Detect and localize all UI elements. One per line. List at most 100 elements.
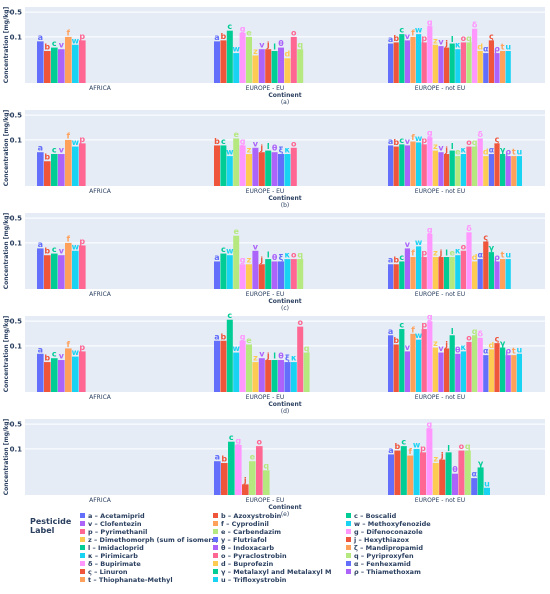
bar	[246, 344, 252, 392]
bar-label: f	[67, 340, 71, 349]
legend-swatch	[80, 561, 85, 566]
bar	[233, 235, 240, 289]
bar	[484, 487, 490, 495]
legend-entry: p – Pyrimethanil	[88, 528, 147, 536]
x-tick-label: EUROPE - EU	[246, 394, 285, 401]
bar-label: l	[445, 249, 448, 258]
legend-title: Pesticide	[30, 517, 72, 526]
bar	[488, 40, 494, 83]
y-tick-label: 0.5	[10, 9, 23, 17]
bar	[404, 40, 410, 83]
bar-label: w	[226, 148, 234, 157]
bar	[214, 41, 220, 83]
bar	[271, 51, 278, 83]
bar-label: γ	[500, 146, 506, 155]
bar	[72, 146, 79, 186]
bar-label: q	[304, 344, 310, 353]
bar	[466, 232, 472, 289]
bar-label: b	[221, 332, 227, 341]
bar-label: q	[472, 327, 478, 336]
panel-label: (c)	[281, 305, 289, 312]
bar	[413, 448, 420, 495]
bar-label: a	[214, 33, 219, 42]
bar	[407, 455, 414, 495]
bar-label: o	[297, 318, 303, 327]
bar	[432, 463, 439, 495]
bar	[79, 245, 86, 289]
bar-label: w	[226, 247, 234, 256]
bar	[460, 42, 466, 83]
bar-label: o	[461, 34, 467, 43]
bar	[220, 340, 227, 392]
bar-label: a	[38, 33, 43, 42]
legend-swatch	[346, 513, 351, 518]
x-axis-title: Continent	[268, 401, 301, 408]
bar-label: j	[440, 451, 444, 460]
x-axis-title: Continent	[268, 298, 301, 305]
bar-label: α	[489, 146, 495, 155]
bar	[477, 259, 483, 289]
bar-label: v	[259, 41, 265, 50]
bar-label: u	[505, 43, 511, 52]
bar-label: p	[421, 136, 427, 145]
bar-label: ς	[489, 32, 494, 41]
bar	[271, 360, 278, 392]
bar-label: b	[214, 137, 220, 146]
legend-swatch	[213, 537, 218, 542]
bar-label: g	[240, 332, 246, 341]
bar-label: v	[253, 242, 259, 251]
legend-entry: v – Clofentezin	[88, 520, 142, 528]
bar	[290, 259, 297, 289]
bar	[72, 44, 79, 83]
bar-label: p	[79, 237, 85, 246]
bar	[246, 36, 252, 83]
bar	[297, 259, 304, 289]
bar-label: v	[438, 144, 444, 153]
legend-swatch	[80, 577, 85, 582]
legend-entry: e – Carbendazim	[221, 528, 281, 536]
bar-label: u	[517, 345, 523, 354]
bar	[477, 337, 483, 392]
bar	[271, 261, 278, 289]
bar	[214, 261, 220, 289]
bar-label: c	[399, 321, 404, 330]
bar-label: ρ	[505, 347, 511, 356]
bar	[44, 255, 51, 289]
bar	[51, 47, 58, 83]
bar-label: θ	[452, 465, 458, 474]
legend-entry: b – Azoxystrobin	[221, 512, 282, 520]
bar-label: o	[459, 442, 465, 451]
bar-label: z	[433, 142, 438, 151]
bar	[278, 154, 284, 186]
bar-label: j	[266, 41, 270, 50]
bar-label: d	[472, 253, 478, 262]
bar	[455, 353, 461, 392]
bar	[516, 353, 522, 392]
bar-label: c	[221, 245, 226, 254]
bar	[472, 261, 478, 289]
bar-label: θ	[272, 144, 278, 153]
bar-label: f	[67, 131, 71, 140]
bar	[505, 51, 511, 83]
bar-label: v	[59, 247, 65, 256]
bar	[252, 55, 259, 83]
bar	[449, 335, 455, 392]
y-tick-label: 0.1	[10, 342, 23, 350]
bar	[393, 146, 399, 186]
bar-label: a	[388, 137, 393, 146]
bar	[388, 43, 394, 83]
bar	[278, 47, 284, 83]
legend-entry: ρ – Thiamethoxam	[354, 568, 421, 576]
bar	[500, 51, 506, 83]
legend-entry: j – Hexythiazox	[353, 536, 410, 544]
legend-entry: g – Difenoconazole	[354, 528, 423, 536]
bar-label: κ	[455, 247, 461, 256]
bar-label: t	[512, 148, 516, 157]
bar-label: γ	[500, 339, 506, 348]
bar-label: f	[67, 28, 71, 37]
bar	[477, 467, 484, 495]
bar-label: θ	[455, 345, 461, 354]
bar	[460, 154, 466, 186]
legend-swatch	[213, 513, 218, 518]
legend-swatch	[346, 553, 351, 558]
